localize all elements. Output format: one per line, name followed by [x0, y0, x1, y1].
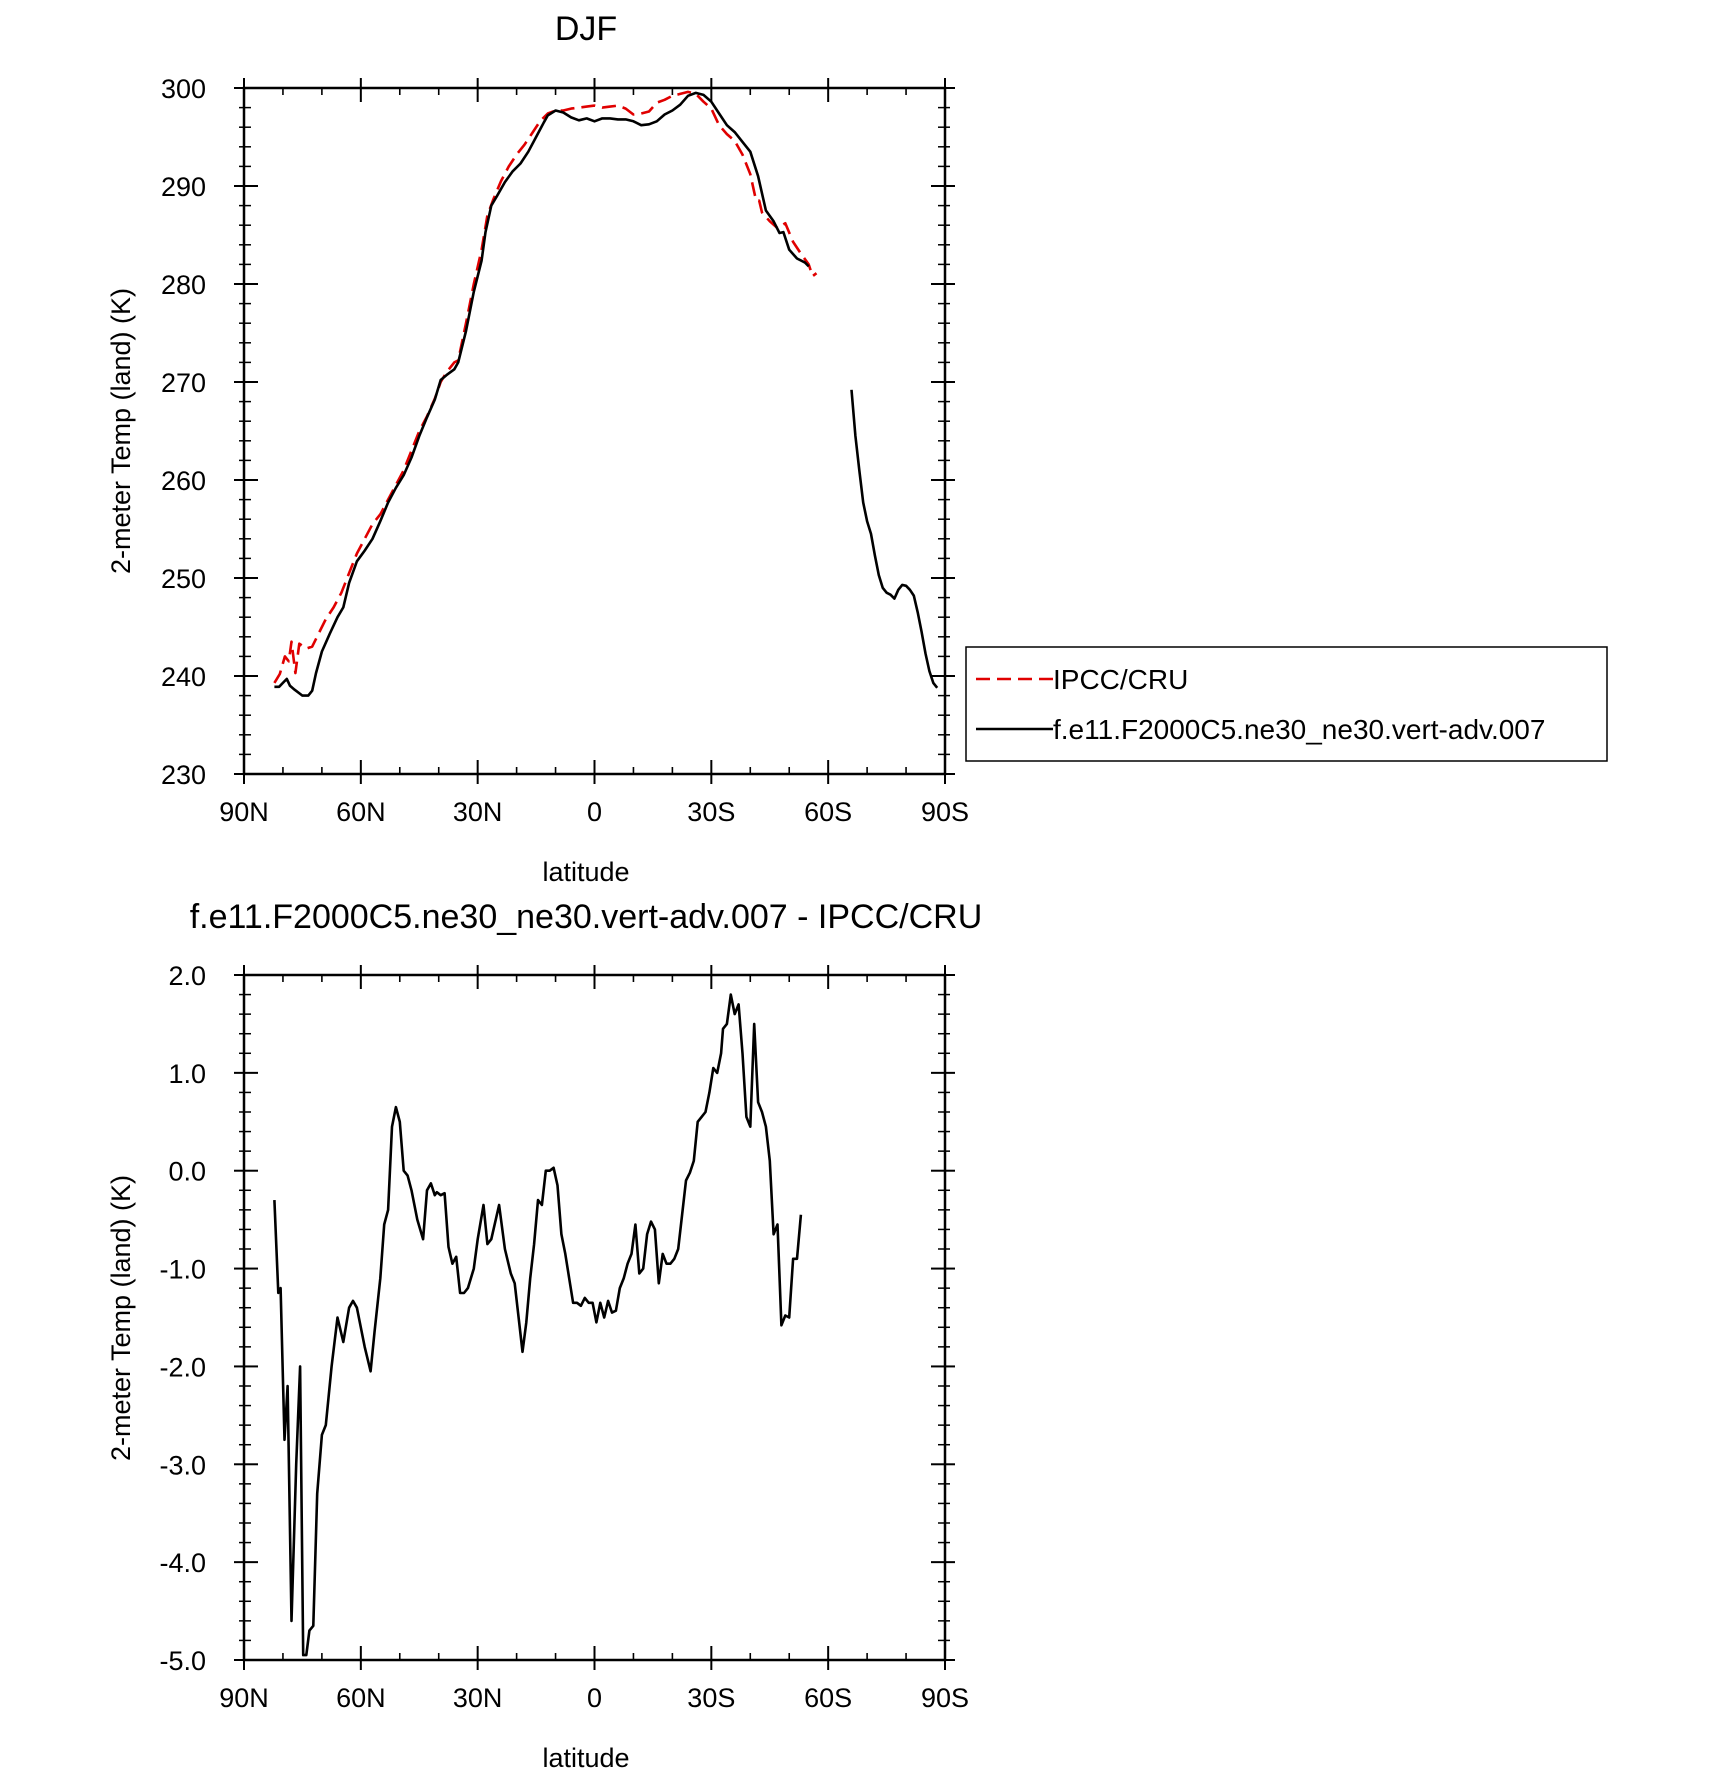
legend-label-ipcc: IPCC/CRU — [1053, 664, 1188, 695]
top-series-0-line-0 — [273, 90, 818, 684]
top-xtick-label: 90S — [921, 797, 969, 827]
bottom-ytick-label: 2.0 — [168, 961, 206, 991]
top-panel: DJF 90N 60N 30N 0 30S 60S 90S 230 240 250 260 270 28… — [106, 10, 969, 887]
top-ytick-label: 300 — [161, 74, 206, 104]
bottom-ytick-label: 1.0 — [168, 1059, 206, 1089]
top-yaxis-title: 2-meter Temp (land) (K) — [106, 288, 136, 574]
bottom-yaxis-title: 2-meter Temp (land) (K) — [106, 1175, 136, 1461]
bottom-panel: f.e11.F2000C5.ne30_ne30.vert-adv.007 - I… — [106, 898, 982, 1773]
bottom-plot-title: f.e11.F2000C5.ne30_ne30.vert-adv.007 - I… — [190, 898, 983, 936]
bottom-xtick-label: 30S — [687, 1683, 735, 1713]
bottom-axis-ticks: 90N 60N 30N 0 30S 60S 90S -5.0 -4.0 -3.0 -2.0 -1.0 0… — [159, 961, 969, 1713]
bottom-xtick-label: 60N — [336, 1683, 386, 1713]
bottom-ytick-label: -3.0 — [159, 1450, 206, 1480]
top-xtick-label: 30N — [453, 797, 503, 827]
bottom-ytick-label: -4.0 — [159, 1548, 206, 1578]
bottom-ytick-label: 0.0 — [168, 1157, 206, 1187]
top-xtick-label: 30S — [687, 797, 735, 827]
top-ytick-label: 230 — [161, 760, 206, 790]
top-series-1-line-0 — [274, 91, 810, 697]
top-ytick-label: 290 — [161, 172, 206, 202]
top-ytick-label: 240 — [161, 662, 206, 692]
bottom-xtick-label: 90S — [921, 1683, 969, 1713]
bottom-xtick-label: 30N — [453, 1683, 503, 1713]
top-plot-frame — [242, 86, 947, 776]
top-ytick-label: 260 — [161, 466, 206, 496]
top-ytick-label: 250 — [161, 564, 206, 594]
top-plot-title: DJF — [555, 10, 617, 48]
bottom-ytick-label: -5.0 — [159, 1646, 206, 1676]
top-plot-lines — [273, 90, 939, 697]
top-ytick-label: 270 — [161, 368, 206, 398]
bottom-xtick-label: 90N — [219, 1683, 269, 1713]
top-xtick-label: 0 — [587, 797, 602, 827]
top-series-1-line-1 — [850, 389, 939, 689]
bottom-plot-lines — [273, 993, 803, 1657]
bottom-ytick-label: -1.0 — [159, 1255, 206, 1285]
legend: IPCC/CRU f.e11.F2000C5.ne30_ne30.vert-ad… — [965, 646, 1608, 762]
legend-label-model: f.e11.F2000C5.ne30_ne30.vert-adv.007 — [1053, 714, 1545, 745]
top-ytick-label: 280 — [161, 270, 206, 300]
top-axis-ticks: 90N 60N 30N 0 30S 60S 90S 230 240 250 260 270 280 290… — [161, 74, 969, 827]
bottom-xaxis-title: latitude — [542, 1743, 629, 1773]
top-xaxis-title: latitude — [542, 857, 629, 887]
bottom-ytick-label: -2.0 — [159, 1352, 206, 1382]
bottom-series-0-line-0 — [273, 993, 803, 1657]
legend-box — [965, 646, 1608, 762]
bottom-xtick-label: 0 — [587, 1683, 602, 1713]
bottom-xtick-label: 60S — [804, 1683, 852, 1713]
top-xtick-label: 90N — [219, 797, 269, 827]
top-xtick-label: 60N — [336, 797, 386, 827]
top-xtick-label: 60S — [804, 797, 852, 827]
